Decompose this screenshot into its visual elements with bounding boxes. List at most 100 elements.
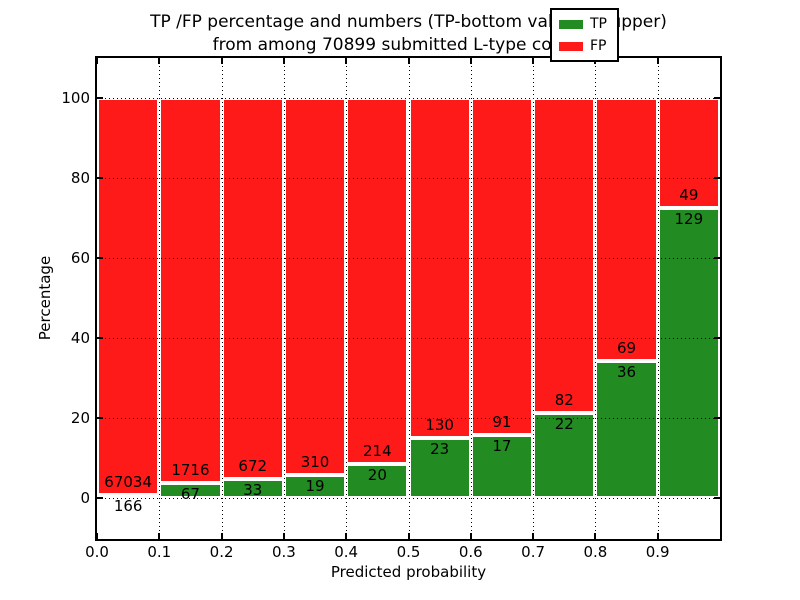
fp-count-label: 130 xyxy=(425,415,454,434)
y-tick-label: 60 xyxy=(70,249,90,267)
legend-label: FP xyxy=(590,38,607,54)
tp-count-label: 23 xyxy=(430,439,450,458)
legend-entry: TP xyxy=(559,17,607,31)
x-tick-mark xyxy=(158,58,161,64)
y-tick-mark xyxy=(97,417,103,419)
legend-entry: FP xyxy=(559,39,607,53)
y-tick-label: 80 xyxy=(70,169,90,187)
x-tick-label: 0.8 xyxy=(583,543,608,561)
chart-title-line1: TP /FP percentage and numbers (TP-bottom… xyxy=(150,12,667,32)
plot-area: 67034 166 1716 67 672 33 310 19 214 20 130 23 91 17 82… xyxy=(95,56,722,541)
vertical-gridline xyxy=(533,58,535,539)
y-tick-mark xyxy=(714,497,720,499)
fp-bar-segment xyxy=(221,98,284,480)
legend: TP FP xyxy=(550,8,619,62)
fp-bar-segment xyxy=(533,98,596,414)
tp-bar-segment xyxy=(221,479,284,498)
x-tick-mark xyxy=(282,533,285,539)
vertical-gridline xyxy=(346,58,348,539)
y-tick-mark xyxy=(714,97,720,99)
fp-count-label: 82 xyxy=(554,391,574,410)
y-tick-mark xyxy=(97,497,103,499)
fp-count-label: 91 xyxy=(492,413,512,432)
x-tick-mark xyxy=(532,533,535,539)
fp-bar-segment xyxy=(97,98,160,495)
legend-swatch-fp xyxy=(559,41,583,51)
x-tick-mark xyxy=(220,533,223,539)
tp-count-label: 33 xyxy=(243,481,263,500)
x-tick-mark xyxy=(407,58,410,64)
fp-count-label: 310 xyxy=(300,452,330,471)
chart-title-line2: from among 70899 submitted L-type contac… xyxy=(212,35,605,55)
fp-count-label: 69 xyxy=(616,338,637,357)
x-tick-mark xyxy=(345,58,348,64)
x-tick-mark xyxy=(282,58,285,64)
horizontal-gridline xyxy=(97,178,720,179)
vertical-gridline xyxy=(221,58,223,539)
tp-bar-segment xyxy=(470,435,534,498)
x-tick-mark xyxy=(656,58,659,64)
y-tick-mark xyxy=(714,417,720,419)
tp-count-label: 166 xyxy=(113,497,143,515)
fp-count-label: 1716 xyxy=(171,460,210,479)
vertical-gridline xyxy=(283,58,285,539)
x-tick-mark xyxy=(594,533,597,539)
x-tick-mark xyxy=(158,533,161,539)
y-tick-label: 0 xyxy=(80,489,90,507)
y-axis-label: Percentage xyxy=(36,255,54,341)
y-tick-mark xyxy=(97,257,103,259)
x-axis-label: Predicted probability xyxy=(330,563,487,581)
x-tick-label: 0.2 xyxy=(209,543,234,561)
horizontal-gridline xyxy=(97,498,720,499)
y-tick-mark xyxy=(97,177,103,179)
x-tick-label: 0.4 xyxy=(334,543,359,561)
x-tick-mark xyxy=(532,58,535,64)
y-tick-label: 20 xyxy=(70,409,90,427)
x-tick-label: 0.9 xyxy=(645,543,670,561)
horizontal-gridline xyxy=(97,338,720,339)
fp-count-label: 214 xyxy=(363,441,392,460)
tp-bar-segment xyxy=(283,474,347,498)
vertical-gridline xyxy=(657,58,659,539)
y-tick-mark xyxy=(97,337,103,339)
tp-count-label: 22 xyxy=(554,415,574,434)
x-tick-mark xyxy=(656,533,659,539)
vertical-gridline xyxy=(470,58,472,539)
x-tick-label: 0.0 xyxy=(85,543,109,561)
fp-bar-segment xyxy=(159,98,222,483)
tp-bar-segment xyxy=(595,360,658,498)
tp-count-label: 17 xyxy=(492,437,512,456)
y-tick-mark xyxy=(714,337,720,339)
tp-bar-segment xyxy=(408,437,471,498)
y-tick-mark xyxy=(714,177,720,179)
x-tick-label: 0.5 xyxy=(396,543,421,561)
fp-count-label: 672 xyxy=(238,457,268,476)
x-tick-mark xyxy=(96,58,98,64)
chart-title: TP /FP percentage and numbers (TP-bottom… xyxy=(97,11,720,57)
y-tick-label: 100 xyxy=(61,89,90,107)
fp-bar-segment xyxy=(346,98,409,464)
x-tick-mark xyxy=(96,533,98,539)
y-tick-mark xyxy=(97,97,103,99)
tp-count-label: 19 xyxy=(305,476,325,495)
tp-count-label: 129 xyxy=(674,210,704,229)
legend-label: TP xyxy=(590,16,607,32)
tp-count-label: 20 xyxy=(367,465,387,484)
tp-bar-segment xyxy=(657,208,720,498)
x-tick-mark xyxy=(469,58,472,64)
y-tick-label: 40 xyxy=(70,329,90,347)
legend-swatch-tp xyxy=(559,19,583,29)
tp-bar-segment xyxy=(533,413,596,498)
horizontal-gridline xyxy=(97,258,720,259)
tp-bar-segment xyxy=(159,482,222,498)
x-tick-mark xyxy=(220,58,223,64)
x-tick-label: 0.7 xyxy=(521,543,546,561)
x-tick-mark xyxy=(345,533,348,539)
x-tick-label: 0.1 xyxy=(147,543,172,561)
fp-bar-segment xyxy=(283,98,347,475)
x-tick-label: 0.6 xyxy=(458,543,483,561)
fp-count-label: 67034 xyxy=(104,473,152,491)
tp-bar-segment xyxy=(346,463,409,498)
fp-count-label: 49 xyxy=(679,186,699,205)
